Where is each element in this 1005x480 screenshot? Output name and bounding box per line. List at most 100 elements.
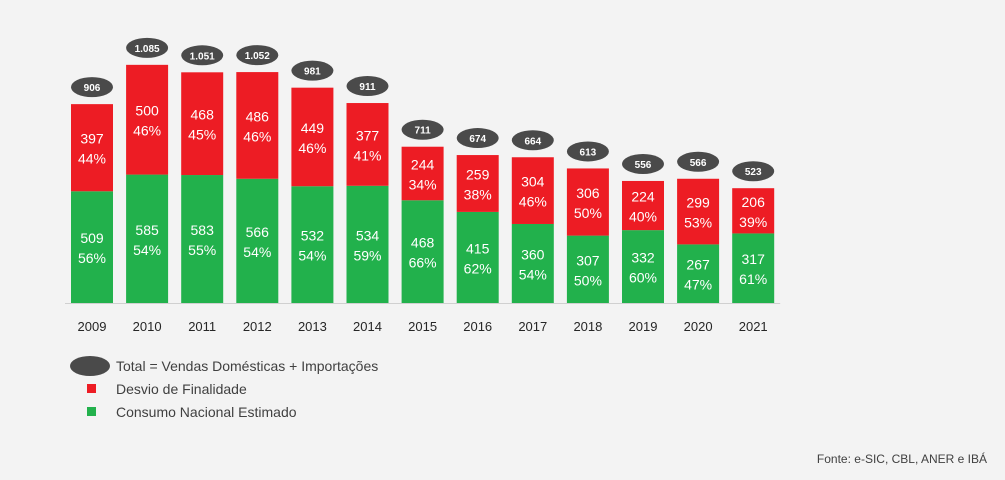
total-label-2009: 906 [84,83,101,94]
total-label-2020: 566 [690,158,707,169]
bar-desvio-2020 [677,178,720,245]
legend-desvio-swatch [87,384,96,393]
x-tick-2011: 2011 [188,319,216,334]
label-desvio-pct-2016: 38% [464,186,492,202]
label-consumo-value-2013: 532 [301,228,325,244]
label-consumo-pct-2013: 54% [298,248,326,264]
x-tick-2019: 2019 [629,319,658,334]
label-desvio-pct-2011: 45% [188,127,216,143]
legend-total-label: Total = Vendas Domésticas + Importações [116,357,379,374]
legend-desvio-label: Desvio de Finalidade [116,380,247,397]
bar-consumo-2010 [126,174,169,303]
x-tick-2021: 2021 [739,319,768,334]
x-tick-2018: 2018 [573,319,602,334]
legend-consumo-swatch [87,407,96,416]
label-desvio-value-2016: 259 [466,166,490,182]
label-consumo-value-2009: 509 [80,230,104,246]
legend-item-total: Total = Vendas Domésticas + Importações [70,354,378,377]
bar-desvio-2014 [346,103,389,186]
bar-consumo-2016 [456,211,499,303]
bar-desvio-2016 [456,155,499,212]
bar-desvio-2015 [401,146,444,201]
label-desvio-pct-2019: 40% [629,209,657,225]
label-desvio-pct-2013: 46% [298,140,326,156]
label-consumo-value-2021: 317 [742,251,766,267]
bar-desvio-2019 [622,180,664,231]
label-desvio-value-2009: 397 [80,131,104,147]
legend-consumo-label: Consumo Nacional Estimado [116,403,297,420]
total-label-2018: 613 [580,147,597,158]
bar-desvio-2021 [732,188,775,234]
label-consumo-value-2017: 360 [521,246,545,262]
bar-desvio-2012 [236,72,279,179]
x-tick-2017: 2017 [518,319,547,334]
label-desvio-pct-2020: 53% [684,215,712,231]
bar-desvio-2013 [291,87,334,187]
source-note: Fonte: e-SIC, CBL, ANER e IBÁ [816,452,987,466]
label-desvio-value-2019: 224 [631,189,655,205]
total-badge-2014 [346,76,389,97]
total-badge-2021 [732,161,775,182]
total-label-2017: 664 [524,136,541,147]
label-desvio-pct-2012: 46% [243,128,271,144]
bar-consumo-2009 [71,191,113,303]
total-badge-2013 [291,60,334,81]
label-consumo-value-2018: 307 [576,252,600,268]
bar-consumo-2018 [566,235,609,303]
label-consumo-pct-2014: 59% [353,247,381,263]
total-label-2019: 556 [635,160,652,171]
bar-consumo-2021 [732,233,775,303]
label-consumo-pct-2009: 56% [78,250,106,266]
bar-desvio-2011 [181,72,224,176]
label-consumo-pct-2012: 54% [243,244,271,260]
total-badge-2017 [511,130,554,151]
label-consumo-value-2011: 583 [191,222,215,238]
label-consumo-pct-2021: 61% [739,271,767,287]
total-badge-2016 [456,128,499,149]
label-desvio-pct-2015: 34% [409,176,437,192]
x-tick-2009: 2009 [78,319,107,334]
label-desvio-value-2017: 304 [521,174,545,190]
label-desvio-value-2013: 449 [301,120,325,136]
label-desvio-value-2012: 486 [246,108,270,124]
total-label-2013: 981 [304,67,321,78]
bar-consumo-2020 [677,244,720,303]
bar-desvio-2017 [511,157,554,224]
label-desvio-value-2020: 299 [686,195,710,211]
total-label-2021: 523 [745,167,762,178]
x-tick-2013: 2013 [298,319,327,334]
total-badge-2018 [566,141,609,162]
label-desvio-value-2018: 306 [576,185,600,201]
label-desvio-value-2021: 206 [742,194,766,210]
x-tick-2014: 2014 [353,319,382,334]
label-desvio-pct-2010: 46% [133,123,161,139]
label-desvio-pct-2021: 39% [739,214,767,230]
label-consumo-value-2016: 415 [466,240,490,256]
label-desvio-pct-2017: 46% [519,194,547,210]
label-consumo-pct-2016: 62% [464,260,492,276]
label-consumo-pct-2020: 47% [684,277,712,293]
label-desvio-pct-2018: 50% [574,205,602,221]
bar-consumo-2015 [401,200,444,303]
bar-consumo-2019 [622,230,664,303]
legend-item-desvio: Desvio de Finalidade [70,377,378,400]
x-tick-2016: 2016 [463,319,492,334]
label-consumo-pct-2018: 50% [574,272,602,288]
total-badge-2012 [236,45,279,66]
label-consumo-pct-2015: 66% [409,255,437,271]
label-consumo-pct-2011: 55% [188,242,216,258]
label-desvio-value-2011: 468 [191,107,215,123]
total-label-2011: 1.051 [190,51,215,62]
total-badge-2020 [677,151,720,172]
label-consumo-value-2010: 585 [135,222,159,238]
bar-consumo-2012 [236,178,279,303]
label-consumo-value-2015: 468 [411,235,435,251]
x-tick-2015: 2015 [408,319,437,334]
label-consumo-value-2020: 267 [686,257,710,273]
bar-desvio-2010 [126,64,169,175]
total-label-2012: 1.052 [245,51,270,62]
total-badge-2019 [622,153,664,174]
label-consumo-value-2019: 332 [631,250,655,266]
label-desvio-pct-2009: 44% [78,151,106,167]
label-consumo-pct-2017: 54% [519,266,547,282]
